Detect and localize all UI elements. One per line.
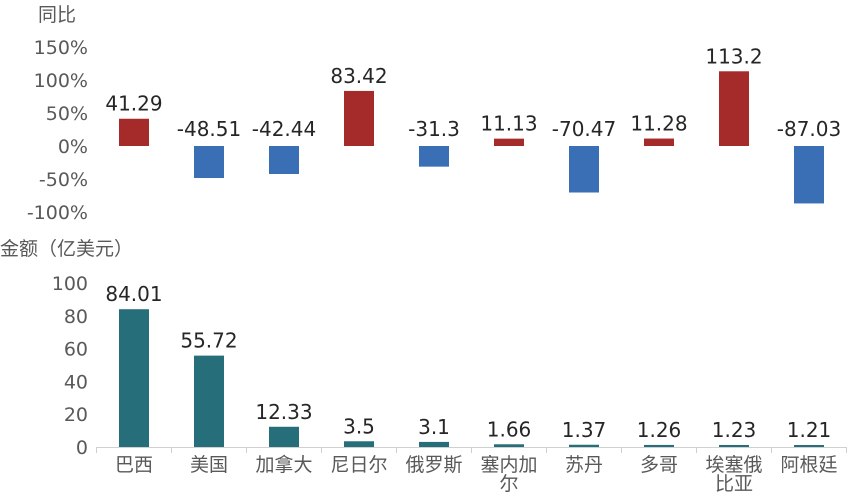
bottom-y-tick-label: 100: [52, 273, 88, 295]
bottom-y-tick-label: 20: [64, 404, 88, 426]
top-data-label: 11.13: [480, 112, 537, 136]
bottom-bar: [119, 309, 149, 447]
top-data-label: -31.3: [408, 117, 460, 141]
bottom-data-label: 1.23: [712, 418, 757, 442]
category-label: 比亚: [715, 473, 753, 492]
top-y-axis-title: 同比: [38, 4, 77, 26]
bottom-data-label: 55.72: [180, 329, 237, 353]
top-y-tick-label: 50%: [46, 103, 88, 125]
top-bar: [644, 138, 674, 146]
category-label: 尔: [499, 473, 518, 492]
top-y-tick-label: 100%: [34, 70, 88, 92]
bottom-bar: [644, 444, 674, 447]
category-label: 多哥: [640, 454, 678, 476]
top-y-tick-label: 0%: [58, 136, 88, 158]
category-label: 埃塞俄: [705, 454, 762, 476]
category-label: 美国: [190, 454, 228, 476]
bottom-bar: [719, 444, 749, 447]
bottom-y-tick-label: 0: [76, 437, 88, 459]
top-bar: [269, 146, 299, 175]
bottom-y-tick-label: 60: [64, 339, 88, 361]
bottom-bar: [419, 441, 449, 447]
bottom-y-tick-label: 80: [64, 306, 88, 328]
category-label: 巴西: [115, 454, 153, 476]
bottom-bar: [494, 444, 524, 447]
bottom-data-label: 1.66: [487, 417, 532, 441]
top-y-tick-label: -100%: [27, 202, 88, 224]
bottom-bar: [194, 355, 224, 447]
bottom-data-label: 3.5: [343, 414, 375, 438]
top-y-tick-label: -50%: [39, 169, 88, 191]
top-bar: [344, 90, 374, 146]
category-label: 苏丹: [565, 454, 603, 476]
category-label: 阿根廷: [780, 454, 837, 476]
bottom-y-tick-label: 40: [64, 371, 88, 393]
top-data-label: -87.03: [777, 117, 841, 141]
top-data-label: 113.2: [705, 44, 762, 68]
top-data-label: -42.44: [252, 117, 316, 141]
top-bar: [194, 146, 224, 179]
top-bar: [794, 146, 824, 204]
top-bar: [494, 138, 524, 146]
bottom-data-label: 3.1: [418, 415, 450, 439]
top-data-label: -48.51: [177, 117, 241, 141]
category-label: 俄罗斯: [405, 454, 462, 476]
bottom-y-axis-title: 金额（亿美元）: [0, 238, 134, 260]
top-bar: [119, 118, 149, 146]
bottom-data-label: 1.21: [787, 418, 832, 442]
bottom-bar: [569, 444, 599, 447]
top-data-label: 41.29: [105, 92, 162, 116]
category-label: 尼日尔: [330, 454, 387, 476]
category-label: 加拿大: [255, 453, 312, 476]
bottom-bar: [269, 426, 299, 447]
top-y-tick-label: 150%: [34, 37, 88, 59]
top-data-label: 11.28: [630, 112, 687, 136]
top-bar: [419, 146, 449, 167]
bottom-data-label: 1.26: [637, 418, 682, 442]
bottom-bar: [344, 441, 374, 447]
top-bar: [569, 146, 599, 193]
bottom-bar: [794, 445, 824, 447]
top-bar: [719, 71, 749, 146]
bottom-data-label: 1.37: [562, 418, 607, 442]
top-data-label: -70.47: [552, 117, 616, 141]
bottom-data-label: 84.01: [105, 282, 162, 306]
top-data-label: 83.42: [330, 64, 387, 88]
category-label: 塞内加: [480, 454, 537, 476]
bottom-data-label: 12.33: [255, 400, 312, 424]
